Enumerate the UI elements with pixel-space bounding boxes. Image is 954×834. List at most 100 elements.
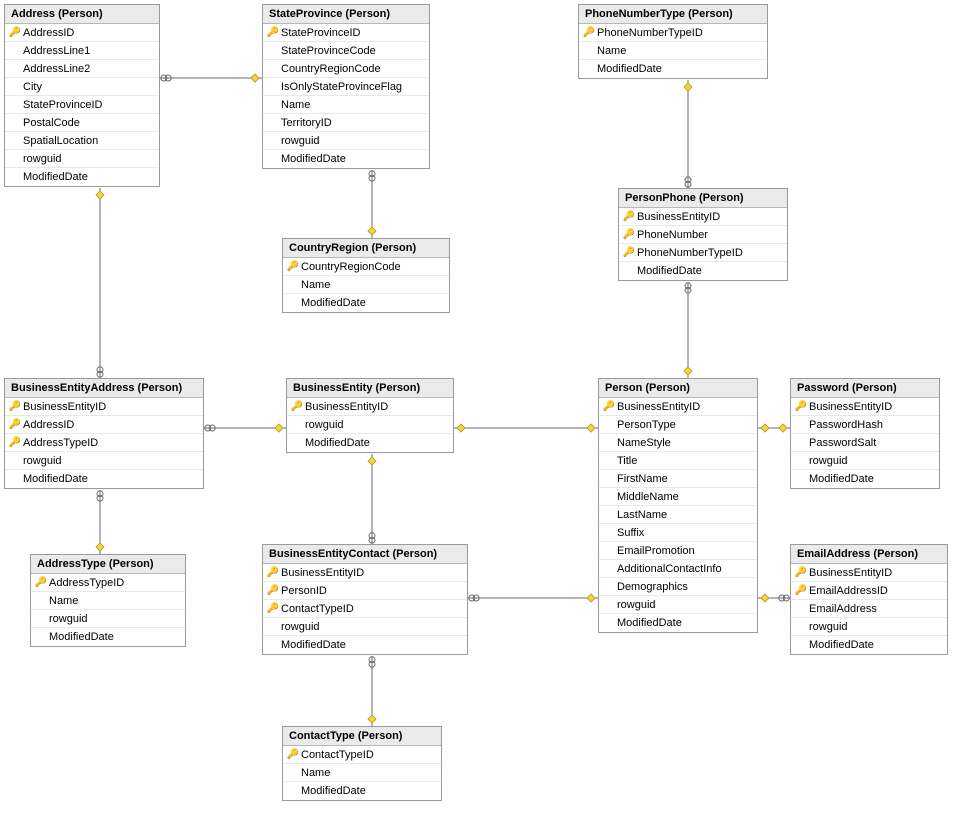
table-row: StateProvinceCode	[263, 42, 429, 60]
table-row: SpatialLocation	[5, 132, 159, 150]
table-emailAddress[interactable]: EmailAddress (Person)🔑BusinessEntityID🔑E…	[790, 544, 948, 655]
table-row: ModifiedDate	[263, 636, 467, 654]
table-row: 🔑EmailAddressID	[791, 582, 947, 600]
key-icon: 🔑	[265, 585, 281, 596]
column-name: AddressTypeID	[23, 437, 199, 449]
table-row: 🔑ContactTypeID	[263, 600, 467, 618]
column-name: BusinessEntityID	[23, 401, 199, 413]
table-title: EmailAddress (Person)	[791, 545, 947, 564]
key-icon: 🔑	[793, 567, 809, 578]
table-title: StateProvince (Person)	[263, 5, 429, 24]
table-businessEntityContact[interactable]: BusinessEntityContact (Person)🔑BusinessE…	[262, 544, 468, 655]
table-row: 🔑BusinessEntityID	[599, 398, 757, 416]
relationship	[368, 170, 376, 238]
table-row: ModifiedDate	[599, 614, 757, 632]
column-name: rowguid	[23, 153, 155, 165]
column-name: LastName	[617, 509, 753, 521]
relationship	[96, 490, 104, 554]
table-row: EmailPromotion	[599, 542, 757, 560]
table-row: rowguid	[263, 618, 467, 636]
table-businessEntity[interactable]: BusinessEntity (Person)🔑BusinessEntityID…	[286, 378, 454, 453]
column-name: City	[23, 81, 155, 93]
table-row: rowguid	[287, 416, 453, 434]
table-title: PersonPhone (Person)	[619, 189, 787, 208]
key-icon: 🔑	[793, 401, 809, 412]
table-contactType[interactable]: ContactType (Person)🔑ContactTypeIDNameMo…	[282, 726, 442, 801]
table-title: BusinessEntityAddress (Person)	[5, 379, 203, 398]
column-name: ModifiedDate	[281, 153, 425, 165]
table-row: rowguid	[791, 618, 947, 636]
relationship	[96, 188, 104, 378]
table-row: 🔑AddressID	[5, 416, 203, 434]
column-name: PasswordSalt	[809, 437, 935, 449]
table-businessEntityAddress[interactable]: BusinessEntityAddress (Person)🔑BusinessE…	[4, 378, 204, 489]
table-row: 🔑AddressID	[5, 24, 159, 42]
column-name: ModifiedDate	[301, 785, 437, 797]
table-countryRegion[interactable]: CountryRegion (Person)🔑CountryRegionCode…	[282, 238, 450, 313]
relationship	[368, 656, 376, 726]
table-row: ModifiedDate	[5, 470, 203, 488]
table-row: ModifiedDate	[263, 150, 429, 168]
table-row: TerritoryID	[263, 114, 429, 132]
relationship	[684, 282, 692, 378]
key-icon: 🔑	[7, 401, 23, 412]
table-row: EmailAddress	[791, 600, 947, 618]
table-row: 🔑BusinessEntityID	[5, 398, 203, 416]
column-name: FirstName	[617, 473, 753, 485]
table-row: PersonType	[599, 416, 757, 434]
table-password[interactable]: Password (Person)🔑BusinessEntityIDPasswo…	[790, 378, 940, 489]
table-row: 🔑AddressTypeID	[5, 434, 203, 452]
column-name: ModifiedDate	[637, 265, 783, 277]
table-title: CountryRegion (Person)	[283, 239, 449, 258]
table-stateProvince[interactable]: StateProvince (Person)🔑StateProvinceIDSt…	[262, 4, 430, 169]
column-name: StateProvinceID	[281, 27, 425, 39]
column-name: ContactTypeID	[281, 603, 463, 615]
table-row: 🔑BusinessEntityID	[619, 208, 787, 226]
column-name: StateProvinceID	[23, 99, 155, 111]
column-name: AddressID	[23, 419, 199, 431]
column-name: rowguid	[23, 455, 199, 467]
table-row: 🔑StateProvinceID	[263, 24, 429, 42]
column-name: IsOnlyStateProvinceFlag	[281, 81, 425, 93]
table-person[interactable]: Person (Person)🔑BusinessEntityIDPersonTy…	[598, 378, 758, 633]
table-row: LastName	[599, 506, 757, 524]
relationship	[454, 424, 598, 432]
column-name: AdditionalContactInfo	[617, 563, 753, 575]
column-name: BusinessEntityID	[637, 211, 783, 223]
column-name: ModifiedDate	[23, 171, 155, 183]
table-address[interactable]: Address (Person)🔑AddressIDAddressLine1Ad…	[4, 4, 160, 187]
column-name: AddressTypeID	[49, 577, 181, 589]
table-row: AdditionalContactInfo	[599, 560, 757, 578]
column-name: NameStyle	[617, 437, 753, 449]
table-row: ModifiedDate	[791, 636, 947, 654]
column-name: ModifiedDate	[281, 639, 463, 651]
table-personPhone[interactable]: PersonPhone (Person)🔑BusinessEntityID🔑Ph…	[618, 188, 788, 281]
column-name: PersonType	[617, 419, 753, 431]
key-icon: 🔑	[601, 401, 617, 412]
table-row: Name	[263, 96, 429, 114]
key-icon: 🔑	[7, 419, 23, 430]
key-icon: 🔑	[581, 27, 597, 38]
column-name: ModifiedDate	[23, 473, 199, 485]
table-row: rowguid	[263, 132, 429, 150]
table-title: BusinessEntity (Person)	[287, 379, 453, 398]
column-name: Name	[597, 45, 763, 57]
key-icon: 🔑	[285, 261, 301, 272]
table-row: Suffix	[599, 524, 757, 542]
table-row: CountryRegionCode	[263, 60, 429, 78]
column-name: EmailPromotion	[617, 545, 753, 557]
table-row: PasswordSalt	[791, 434, 939, 452]
table-row: 🔑PhoneNumber	[619, 226, 787, 244]
column-name: rowguid	[809, 455, 935, 467]
column-name: EmailAddressID	[809, 585, 943, 597]
table-row: 🔑PhoneNumberTypeID	[579, 24, 767, 42]
table-row: 🔑CountryRegionCode	[283, 258, 449, 276]
column-name: AddressID	[23, 27, 155, 39]
table-row: ModifiedDate	[283, 782, 441, 800]
column-name: BusinessEntityID	[809, 401, 935, 413]
relationship	[204, 424, 286, 432]
table-phoneNumberType[interactable]: PhoneNumberType (Person)🔑PhoneNumberType…	[578, 4, 768, 79]
column-name: ContactTypeID	[301, 749, 437, 761]
table-addressType[interactable]: AddressType (Person)🔑AddressTypeIDNamero…	[30, 554, 186, 647]
table-row: IsOnlyStateProvinceFlag	[263, 78, 429, 96]
